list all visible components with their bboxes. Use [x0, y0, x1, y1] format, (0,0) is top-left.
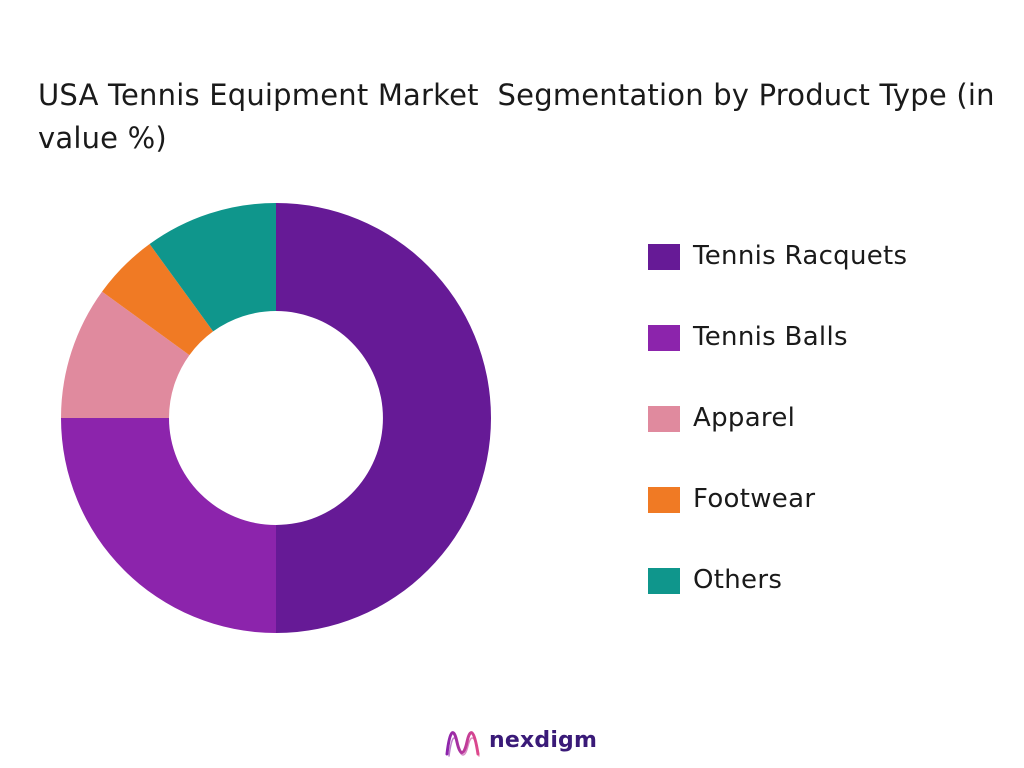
donut-slice-apparel [61, 291, 190, 418]
legend-item-others: Others [648, 560, 1008, 641]
legend-swatch [648, 244, 680, 270]
donut-slice-footwear [102, 244, 214, 356]
legend-label: Footwear [693, 484, 816, 514]
legend-item-tennis-racquets: Tennis Racquets [648, 236, 1008, 317]
donut-slice-tennis-balls [61, 418, 276, 633]
legend-label: Others [693, 565, 783, 595]
brand-footer: nexdigm [444, 722, 604, 762]
legend-swatch [648, 406, 680, 432]
brand-name: nexdigm [489, 728, 598, 753]
legend-label: Apparel [693, 403, 796, 433]
legend-swatch [648, 487, 680, 513]
legend-swatch [648, 568, 680, 594]
nexdigm-wave-logo-icon [445, 731, 480, 757]
legend-label: Tennis Balls [693, 322, 848, 352]
donut-slice-others [149, 203, 276, 332]
legend-item-footwear: Footwear [648, 479, 1008, 560]
legend-item-apparel: Apparel [648, 398, 1008, 479]
legend-label: Tennis Racquets [693, 241, 908, 271]
chart-title: USA Tennis Equipment Market Segmentation… [38, 78, 1005, 155]
legend-item-tennis-balls: Tennis Balls [648, 317, 1008, 398]
chart-legend: Tennis Racquets Tennis Balls Apparel Footwe… [648, 236, 1008, 641]
legend-swatch [648, 325, 680, 351]
donut-slice-tennis-racquets [276, 203, 491, 633]
